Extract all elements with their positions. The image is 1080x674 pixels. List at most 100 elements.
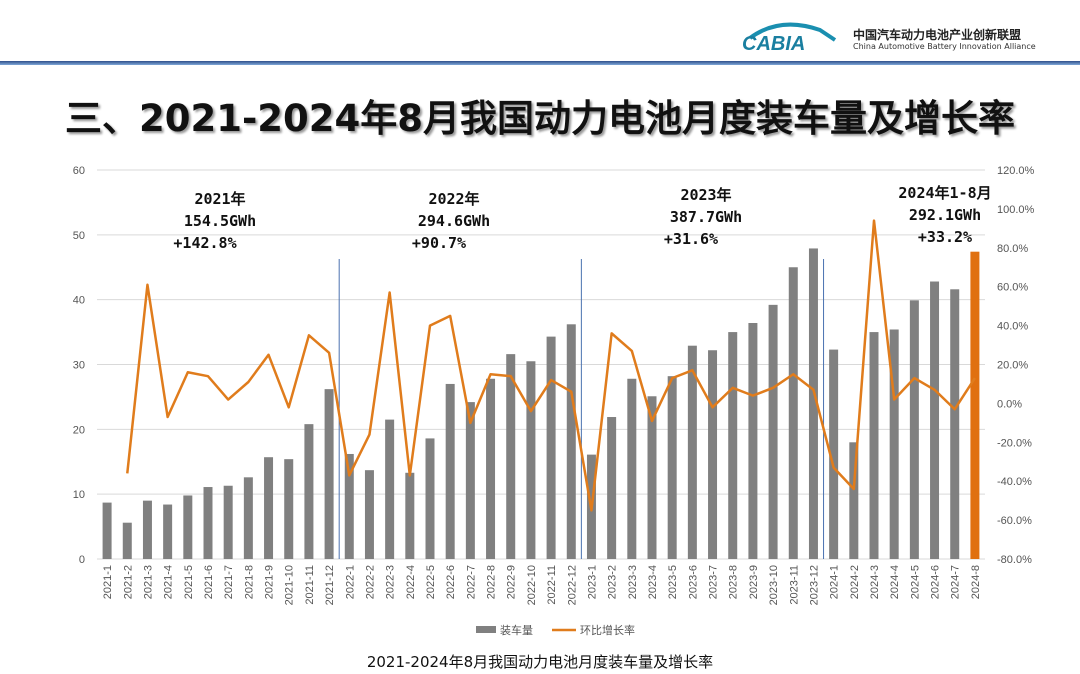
bar — [284, 459, 294, 559]
bar — [667, 376, 677, 559]
x-tick-label: 2022-10 — [526, 565, 538, 605]
x-tick-label: 2022-3 — [385, 565, 397, 599]
x-tick-label: 2023-5 — [667, 565, 679, 599]
x-tick-label: 2024-8 — [970, 565, 982, 599]
x-tick-label: 2023-9 — [748, 565, 760, 599]
bar — [808, 248, 818, 559]
x-tick-label: 2022-1 — [344, 565, 356, 599]
bar — [909, 300, 919, 559]
x-tick-label: 2021-4 — [163, 565, 175, 599]
bar — [930, 281, 940, 559]
bar — [364, 470, 374, 559]
bar — [405, 472, 415, 559]
x-tick-label: 2021-2 — [122, 565, 134, 599]
x-tick-label: 2024-3 — [869, 565, 881, 599]
bar — [849, 442, 859, 559]
x-tick-label: 2023-7 — [708, 565, 720, 599]
bar — [102, 502, 112, 559]
bar — [566, 324, 576, 559]
bar — [324, 389, 334, 559]
x-tick-label: 2023-6 — [687, 565, 699, 599]
chart: 0 10 20 30 40 50 60 -80.0% -60.0% -40.0% -20.0% 0.0… — [73, 165, 1035, 637]
annotation-text: 154.5GWh — [184, 212, 256, 230]
bar — [506, 354, 516, 559]
x-tick-label: 2024-4 — [889, 565, 901, 599]
right-tick-label: 100.0% — [997, 204, 1035, 216]
growth-rate-line — [126, 219, 976, 512]
bar — [526, 361, 536, 559]
right-tick-label: -80.0% — [997, 554, 1032, 566]
x-tick-label: 2022-11 — [546, 565, 558, 605]
left-tick-label: 0 — [79, 554, 85, 566]
bar — [344, 453, 354, 559]
x-tick-label: 2021-3 — [142, 565, 154, 599]
bar — [607, 417, 617, 559]
org-name-cn: 中国汽车动力电池产业创新联盟 — [853, 28, 1022, 42]
legend-bar-label: 装车量 — [500, 623, 533, 637]
left-tick-label: 20 — [73, 424, 85, 436]
right-tick-label: 60.0% — [997, 282, 1028, 294]
bar — [687, 345, 697, 559]
left-tick-label: 60 — [73, 165, 85, 177]
bar — [203, 487, 213, 559]
bar — [869, 332, 879, 559]
bar — [122, 522, 132, 559]
x-tick-label: 2023-3 — [627, 565, 639, 599]
bar — [768, 304, 778, 559]
left-tick-label: 10 — [73, 489, 85, 501]
bar — [264, 457, 274, 559]
bar — [788, 267, 798, 559]
x-tick-label: 2024-5 — [909, 565, 921, 599]
x-tick-label: 2023-12 — [808, 565, 820, 605]
x-tick-label: 2021-5 — [183, 565, 195, 599]
bar — [445, 383, 455, 559]
bar — [708, 350, 718, 559]
x-tick-label: 2022-4 — [405, 565, 417, 599]
x-tick-label: 2021-8 — [243, 565, 255, 599]
x-tick-label: 2024-7 — [950, 565, 962, 599]
left-tick-label: 50 — [73, 230, 85, 242]
bar — [970, 251, 980, 559]
annotation-text: 2021年 — [194, 190, 245, 208]
bar — [183, 495, 193, 559]
org-name-en: China Automotive Battery Innovation Alli… — [853, 42, 1036, 51]
left-tick-label: 40 — [73, 295, 85, 307]
annotation-text: 387.7GWh — [670, 208, 742, 226]
right-tick-label: -20.0% — [997, 437, 1032, 449]
x-tick-label: 2021-7 — [223, 565, 235, 599]
x-tick-label: 2022-12 — [566, 565, 578, 605]
x-tick-label: 2022-7 — [465, 565, 477, 599]
x-tick-label: 2021-9 — [264, 565, 276, 599]
legend-bar-swatch — [476, 626, 496, 633]
legend-line-label: 环比增长率 — [580, 623, 635, 637]
x-tick-label: 2022-6 — [445, 565, 457, 599]
chart-caption: 2021-2024年8月我国动力电池月度装车量及增长率 — [366, 653, 714, 671]
cabia-logo: CABIA — [742, 22, 837, 54]
x-tick-label: 2023-1 — [586, 565, 598, 599]
annotation-text: 292.1GWh — [909, 206, 981, 224]
x-tick-label: 2024-2 — [849, 565, 861, 599]
annotation-text: 2022年 — [428, 190, 479, 208]
annotation-text: +31.6% — [664, 230, 718, 248]
right-tick-label: 40.0% — [997, 321, 1028, 333]
right-tick-label: -60.0% — [997, 515, 1032, 527]
x-tick-label: 2023-10 — [768, 565, 780, 605]
bar — [627, 378, 637, 559]
x-tick-label: 2021-10 — [284, 565, 296, 605]
x-tick-label: 2023-4 — [647, 565, 659, 599]
bar — [728, 332, 738, 559]
annotation-text: 2023年 — [680, 186, 731, 204]
bar — [223, 485, 233, 559]
x-tick-label: 2022-8 — [486, 565, 498, 599]
x-tick-label: 2024-6 — [930, 565, 942, 599]
x-tick-label: 2021-1 — [102, 565, 114, 599]
annotation-text: 294.6GWh — [418, 212, 490, 230]
annotation-text: +33.2% — [918, 228, 972, 246]
bar — [304, 424, 314, 559]
bar — [425, 438, 435, 559]
x-tick-label: 2022-5 — [425, 565, 437, 599]
right-tick-label: 0.0% — [997, 398, 1022, 410]
bar — [465, 402, 475, 559]
page-title: 三、2021-2024年8月我国动力电池月度装车量及增长率 — [64, 97, 1016, 140]
bar — [163, 504, 173, 559]
